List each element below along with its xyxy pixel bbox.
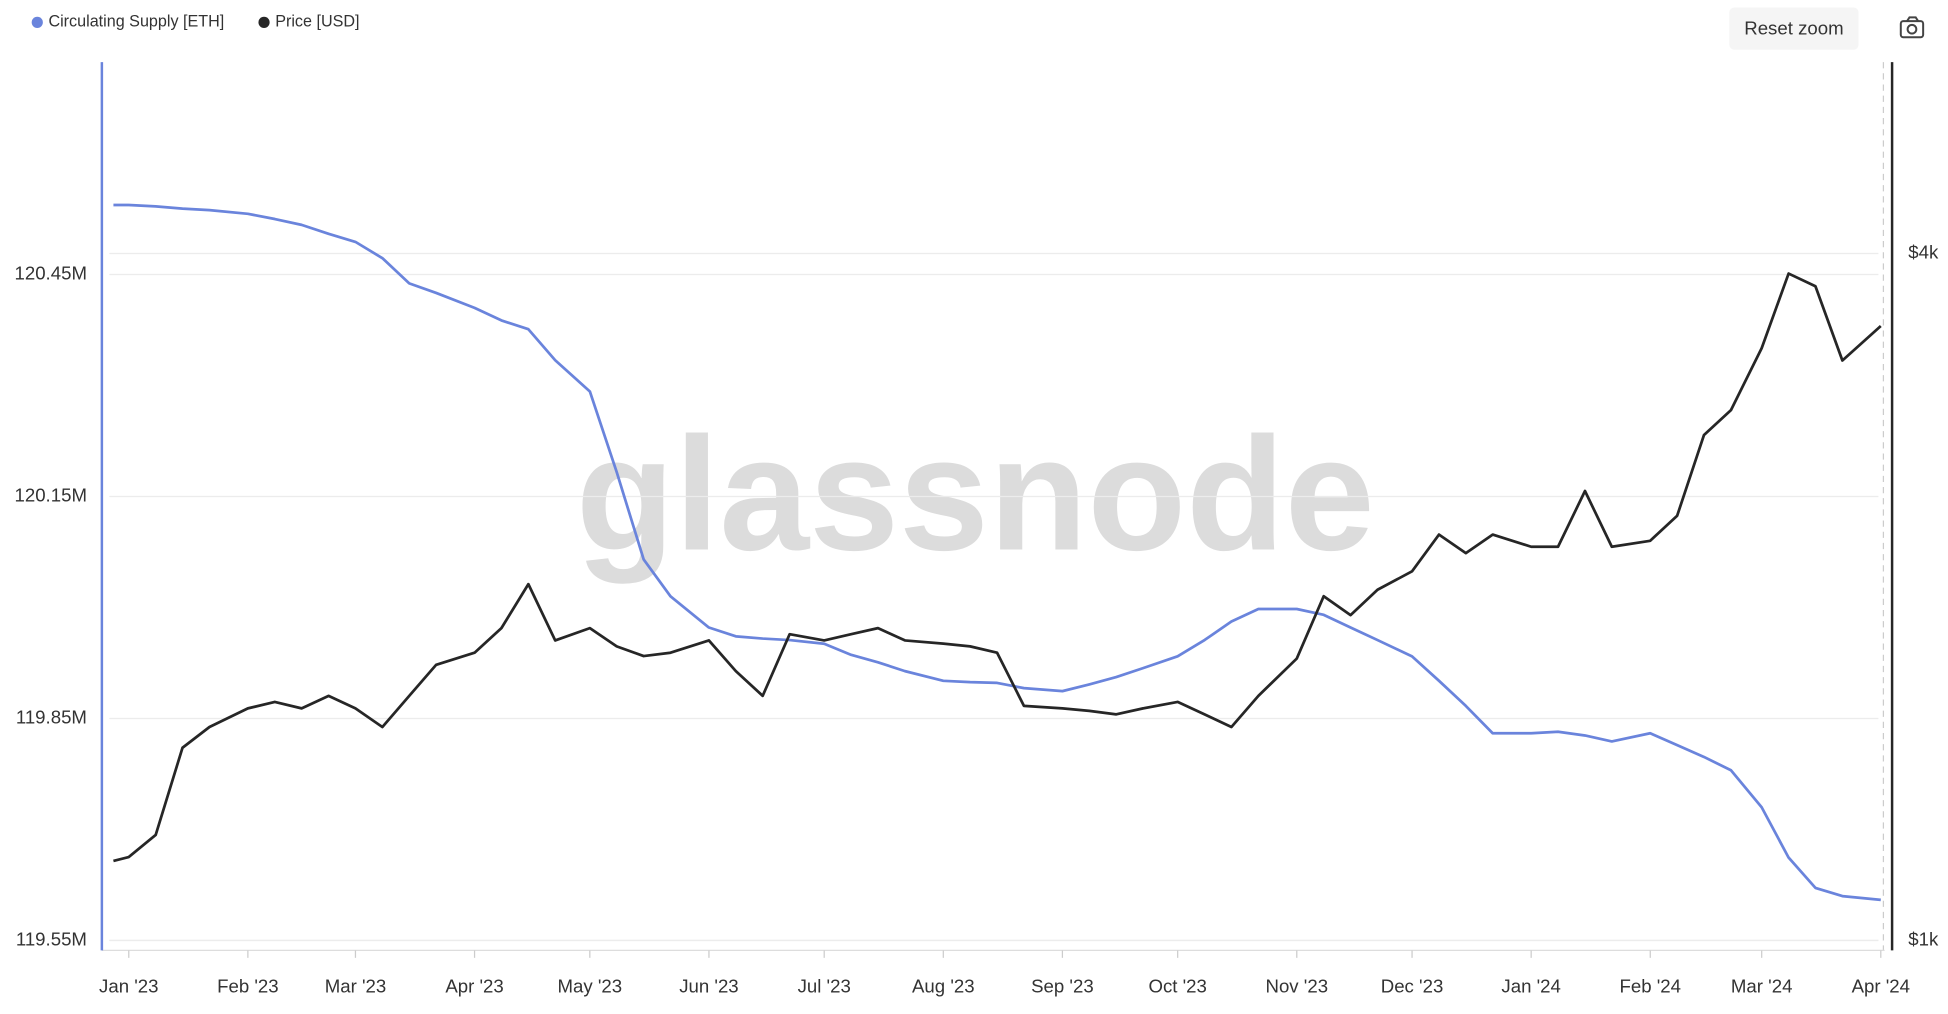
button-bg[interactable] bbox=[1729, 7, 1859, 50]
x-tick-label: Feb '23 bbox=[217, 976, 279, 997]
x-tick-label: May '23 bbox=[558, 976, 623, 997]
series-line bbox=[113, 203, 1881, 902]
x-tick-label: Jun '23 bbox=[679, 976, 738, 997]
legend-marker bbox=[258, 16, 270, 28]
x-tick-label: Feb '24 bbox=[1619, 976, 1681, 997]
y-tick-label: 120.45M bbox=[14, 262, 86, 283]
x-tick-label: Nov '23 bbox=[1265, 976, 1328, 997]
watermark: glassnode bbox=[576, 405, 1375, 585]
camera-body[interactable] bbox=[1899, 20, 1925, 39]
x-tick-label: Dec '23 bbox=[1381, 976, 1444, 997]
y-tick-label: 119.55M bbox=[16, 928, 87, 949]
legend-marker bbox=[31, 16, 43, 28]
x-tick-label: Apr '23 bbox=[445, 976, 503, 997]
x-tick-label: Aug '23 bbox=[912, 976, 975, 997]
y-tick-label: 120.15M bbox=[14, 484, 86, 505]
legend-label: Price [USD] bbox=[275, 13, 359, 31]
camera-icon[interactable] bbox=[1899, 16, 1925, 39]
y2-tick-label: $4k bbox=[1908, 241, 1939, 262]
button-label[interactable]: Reset zoom bbox=[1744, 18, 1843, 39]
x-tick-label: Mar '24 bbox=[1731, 976, 1793, 997]
x-tick-label: Mar '23 bbox=[325, 976, 387, 997]
legend-label: Circulating Supply [ETH] bbox=[48, 13, 224, 31]
x-tick-label: Jul '23 bbox=[798, 976, 851, 997]
y2-tick-label: $1k bbox=[1908, 928, 1939, 949]
x-tick-label: Oct '23 bbox=[1148, 976, 1206, 997]
x-tick-label: Jan '23 bbox=[99, 976, 158, 997]
x-tick-label: Jan '24 bbox=[1501, 976, 1560, 997]
series-line bbox=[113, 272, 1882, 863]
camera-top[interactable] bbox=[1906, 16, 1920, 22]
x-tick-label: Apr '24 bbox=[1852, 976, 1910, 997]
x-tick-label: Sep '23 bbox=[1031, 976, 1094, 997]
reset-zoom-button[interactable]: Reset zoom bbox=[1729, 7, 1859, 50]
y-tick-label: 119.85M bbox=[16, 706, 87, 727]
camera-lens[interactable] bbox=[1906, 23, 1918, 35]
